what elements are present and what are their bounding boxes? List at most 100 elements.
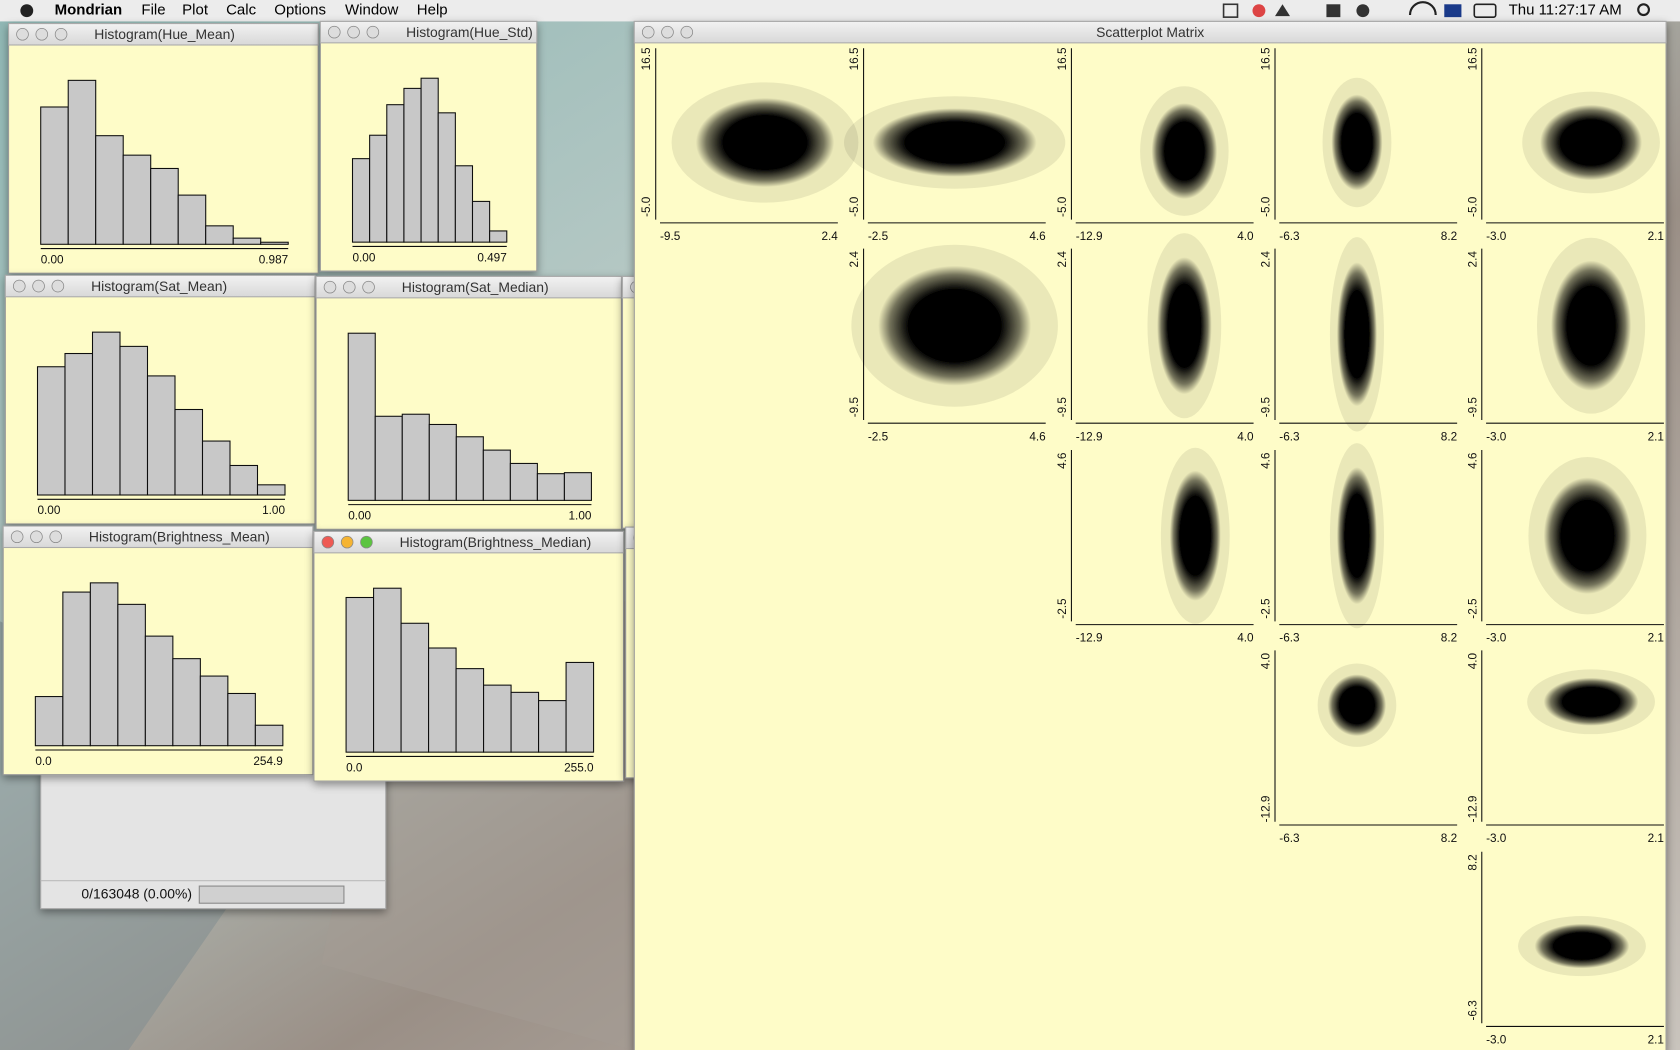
- window-button[interactable]: [32, 279, 45, 293]
- histogram-bar: [36, 366, 66, 496]
- histogram-bar: [177, 194, 207, 245]
- spotlight[interactable]: [1637, 3, 1650, 17]
- status-icon[interactable]: [1356, 4, 1370, 18]
- x-right-label: 4.0: [1237, 632, 1254, 645]
- scatter-cell: 8.2 -6.3 -3.0 2.1: [1466, 851, 1664, 1046]
- window-title: Histogram(Brightness_Median): [400, 534, 592, 550]
- menu-item[interactable]: File: [141, 2, 165, 19]
- histogram-bar: [374, 415, 403, 501]
- y-top-label: 4.6: [1466, 452, 1479, 469]
- x-right-label: 8.2: [1441, 832, 1457, 845]
- histogram-bar: [122, 154, 152, 245]
- x-min-label: 0.00: [353, 251, 376, 264]
- window-button[interactable]: [51, 279, 65, 293]
- x-right-label: 4.0: [1237, 430, 1254, 443]
- menu-item[interactable]: Window: [345, 2, 399, 19]
- histogram-bar: [454, 165, 474, 243]
- window-button[interactable]: [49, 530, 62, 544]
- windows: Histogram(Hue_Mean)0.00 0.987Histogram(Hu…: [2, 20, 1667, 1050]
- window-button[interactable]: [10, 530, 24, 544]
- histogram-bar: [565, 661, 595, 753]
- menu-item[interactable]: Options: [274, 2, 326, 19]
- window-button[interactable]: [680, 25, 694, 39]
- status-window: [40, 770, 387, 910]
- x-right-label: 8.2: [1441, 230, 1457, 243]
- x-left-label: -3.0: [1486, 832, 1507, 845]
- histogram-bar: [144, 635, 174, 747]
- y-top-label: 4.0: [1466, 652, 1479, 669]
- scatter-cell: 4.6 -2.5 -6.3 8.2: [1260, 443, 1458, 645]
- window-button[interactable]: [323, 280, 337, 294]
- battery-icon[interactable]: [1473, 3, 1497, 18]
- status-text: 0/163048 (0.00%): [81, 885, 192, 901]
- y-top-label: 4.6: [1056, 452, 1069, 469]
- y-top-label: 16.5: [640, 47, 653, 70]
- histogram-bar: [227, 692, 256, 747]
- histogram-bar: [509, 462, 538, 501]
- wifi-icon[interactable]: [1408, 1, 1437, 16]
- x-left-label: -2.5: [868, 430, 889, 443]
- window-button[interactable]: [16, 28, 29, 41]
- apple-menu[interactable]: [20, 4, 34, 18]
- scatter-cell: 16.5 -5.0 -3.0 2.1: [1466, 47, 1664, 243]
- menu-item[interactable]: Plot: [182, 2, 209, 19]
- histogram-bar: [62, 591, 91, 747]
- status-icon[interactable]: [1222, 3, 1239, 18]
- window-button[interactable]: [362, 280, 375, 294]
- input-flag[interactable]: [1444, 4, 1462, 18]
- window-button[interactable]: [343, 280, 356, 294]
- scatter-cell: 4.0 -12.9 -6.3 8.2: [1260, 650, 1458, 845]
- y-top-label: 8.2: [1466, 854, 1479, 870]
- histogram-bar: [95, 135, 124, 245]
- status-icon[interactable]: [1275, 4, 1290, 17]
- window-title: Histogram(Sat_Median): [402, 279, 549, 295]
- status-icon[interactable]: [1252, 4, 1266, 18]
- x-max-label: 254.9: [253, 755, 282, 768]
- window-button[interactable]: [340, 535, 354, 549]
- point-cloud: [1336, 262, 1378, 407]
- window-button[interactable]: [661, 25, 674, 39]
- histogram-bar: [428, 647, 457, 753]
- x-min-label: 0.00: [41, 253, 64, 266]
- window-button[interactable]: [54, 28, 68, 41]
- status-icon[interactable]: [1326, 4, 1341, 18]
- window: Histogram(Hue_Mean) 0.00 0.987: [8, 23, 319, 274]
- scatter-cell: 2.4 -9.5 -12.9 4.0: [1056, 233, 1254, 443]
- window-button[interactable]: [347, 25, 360, 39]
- x-min-label: 0.0: [35, 755, 52, 768]
- window-button[interactable]: [328, 25, 341, 39]
- x-max-label: 1.00: [262, 504, 285, 517]
- y-top-label: 2.4: [1260, 251, 1273, 268]
- histogram-bar: [172, 658, 201, 747]
- window-button[interactable]: [30, 530, 43, 544]
- histogram-bar: [345, 596, 375, 753]
- histogram-bar: [489, 230, 508, 243]
- y-bottom-label: -5.0: [1056, 196, 1069, 217]
- x-max-label: 1.00: [569, 510, 592, 523]
- y-bottom-label: -12.9: [1260, 796, 1273, 823]
- window-button[interactable]: [321, 535, 335, 549]
- histogram-bar: [455, 668, 485, 753]
- histogram-bar: [386, 104, 405, 243]
- histogram-bar: [40, 106, 69, 245]
- window-button[interactable]: [366, 25, 380, 39]
- window-button[interactable]: [35, 28, 49, 41]
- y-bottom-label: -9.5: [1260, 397, 1273, 418]
- histogram-bar: [146, 375, 176, 496]
- menu-item[interactable]: Help: [417, 2, 448, 19]
- histogram-bar: [150, 167, 179, 245]
- y-bottom-label: -5.0: [1466, 196, 1479, 217]
- window-button[interactable]: [360, 535, 373, 549]
- scatter-cell: 16.5 -5.0 -2.5 4.6: [843, 47, 1066, 243]
- clock[interactable]: Thu 11:27:17 AM: [1509, 2, 1622, 19]
- app-menu[interactable]: Mondrian: [55, 2, 123, 19]
- histogram-bar: [89, 582, 119, 747]
- window-button[interactable]: [13, 279, 26, 293]
- x-left-label: -3.0: [1486, 230, 1507, 243]
- y-bottom-label: -5.0: [1260, 196, 1273, 217]
- y-top-label: 16.5: [1260, 47, 1273, 70]
- window-button[interactable]: [641, 25, 655, 39]
- menu-item[interactable]: Calc: [226, 2, 257, 19]
